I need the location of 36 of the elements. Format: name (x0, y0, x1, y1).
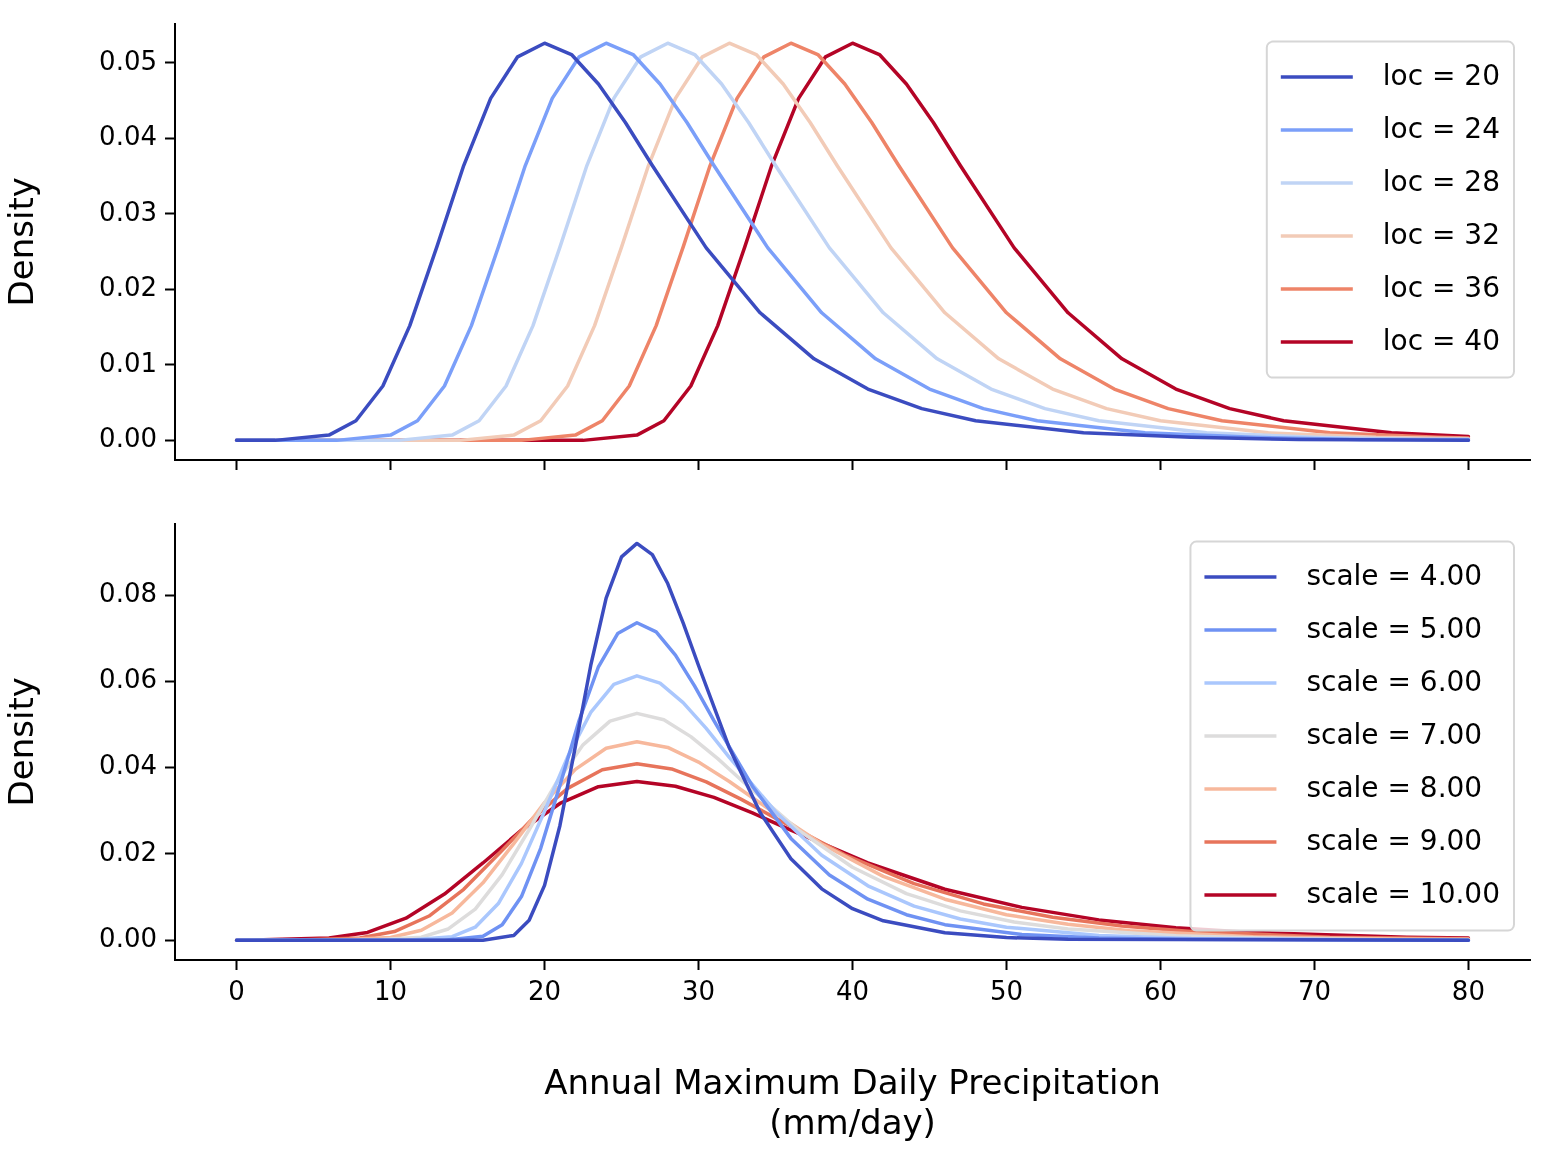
y-tick-label: 0.01 (99, 347, 157, 378)
x-tick-label: 50 (989, 976, 1024, 1007)
y-tick-label: 0.06 (99, 664, 157, 695)
y-tick-label: 0.08 (99, 577, 157, 608)
legend-label: scale = 8.00 (1306, 771, 1483, 805)
legend-label: loc = 32 (1382, 218, 1501, 252)
legend-label: scale = 6.00 (1306, 665, 1483, 699)
x-tick-label: 60 (1143, 976, 1177, 1007)
y-axis-title: Density (1, 677, 42, 807)
y-tick-label: 0.03 (99, 196, 157, 227)
x-tick-label: 80 (1451, 976, 1485, 1007)
legend-label: scale = 4.00 (1306, 559, 1483, 593)
x-tick-label: 70 (1297, 976, 1331, 1007)
y-axis-title: Density (1, 177, 42, 307)
x-tick-label: 0 (228, 976, 245, 1007)
legend-label: loc = 36 (1382, 271, 1501, 305)
legend-label: scale = 9.00 (1306, 824, 1483, 858)
y-tick-label: 0.00 (99, 922, 157, 953)
legend-label: loc = 28 (1382, 165, 1501, 199)
x-tick-label: 10 (374, 976, 408, 1007)
x-tick-label: 30 (681, 976, 716, 1007)
x-axis-title: Annual Maximum Daily Precipitation (mm/day) (544, 1061, 1161, 1143)
legend-label: scale = 7.00 (1306, 718, 1483, 752)
legend-label: loc = 20 (1382, 59, 1501, 93)
x-tick-label: 40 (835, 976, 870, 1007)
legend-label: scale = 10.00 (1306, 877, 1501, 911)
legend-label: scale = 5.00 (1306, 612, 1483, 646)
y-tick-label: 0.05 (99, 45, 157, 76)
x-tick-label: 20 (528, 976, 562, 1007)
y-tick-label: 0.04 (99, 121, 157, 152)
y-tick-label: 0.02 (99, 272, 157, 303)
y-tick-label: 0.04 (99, 750, 157, 781)
legend-label: loc = 24 (1382, 112, 1501, 146)
y-tick-label: 0.00 (99, 423, 157, 454)
y-tick-label: 0.02 (99, 836, 157, 867)
legend-label: loc = 40 (1382, 324, 1501, 358)
